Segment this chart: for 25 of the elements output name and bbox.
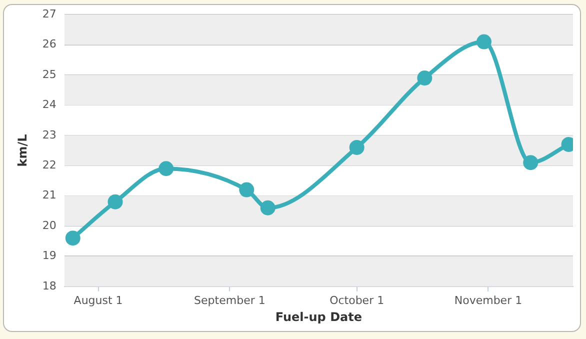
y-tick-label: 18 <box>42 279 56 292</box>
point <box>417 70 432 86</box>
point <box>523 155 538 170</box>
point <box>349 140 364 155</box>
point <box>239 182 254 198</box>
y-tick-label: 25 <box>42 68 56 81</box>
x-tick-label: October 1 <box>330 294 384 307</box>
y-tick-label: 20 <box>42 218 56 232</box>
x-axis-title: Fuel-up Date <box>275 310 362 324</box>
y-tick-label: 21 <box>42 188 56 202</box>
point <box>260 200 276 216</box>
x-tick-label: September 1 <box>194 294 266 307</box>
y-tick-label: 23 <box>42 128 56 142</box>
point <box>158 161 174 176</box>
y-tick-label: 27 <box>42 7 56 20</box>
y-tick-label: 19 <box>42 249 56 262</box>
point <box>108 194 123 210</box>
y-tick-label: 24 <box>42 98 56 112</box>
x-tick-label: August 1 <box>74 294 123 307</box>
x-tick-label: November 1 <box>454 294 522 307</box>
point <box>65 230 80 246</box>
y-axis-title: km/L <box>15 134 30 167</box>
point <box>476 34 492 50</box>
y-tick-label: 26 <box>42 38 56 51</box>
y-tick-label: 22 <box>42 158 56 172</box>
